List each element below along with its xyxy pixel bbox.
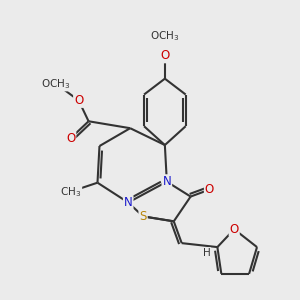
Text: O: O	[205, 183, 214, 196]
Text: O: O	[74, 94, 83, 107]
Text: O: O	[230, 223, 239, 236]
Text: CH$_3$: CH$_3$	[60, 185, 81, 199]
Text: S: S	[140, 210, 147, 223]
Text: H: H	[202, 248, 210, 258]
Text: OCH$_3$: OCH$_3$	[41, 77, 70, 91]
Text: N: N	[124, 196, 133, 209]
Text: OCH$_3$: OCH$_3$	[150, 29, 180, 43]
Text: O: O	[160, 50, 170, 62]
Text: N: N	[163, 175, 171, 188]
Text: O: O	[66, 132, 75, 145]
